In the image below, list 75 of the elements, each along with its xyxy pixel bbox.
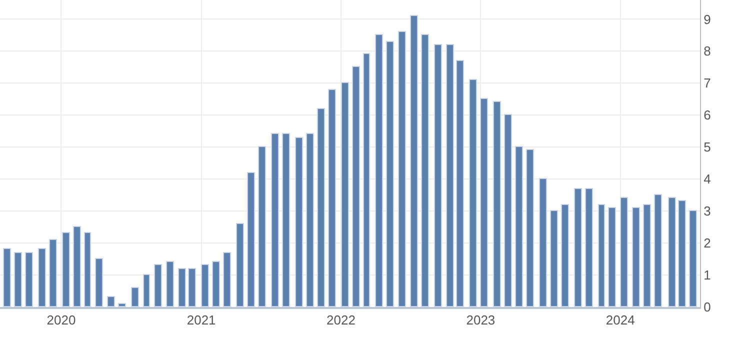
bar <box>446 44 454 307</box>
bar <box>386 41 394 307</box>
y-tick-label: 0 <box>704 300 711 315</box>
bar <box>118 303 126 307</box>
bar <box>504 114 512 307</box>
bar <box>585 188 593 307</box>
bar <box>188 268 196 307</box>
bar <box>480 98 488 307</box>
bar <box>434 44 442 307</box>
x-tick-label: 2023 <box>466 312 496 328</box>
bar <box>375 34 383 307</box>
bar <box>247 172 255 307</box>
bar <box>469 79 477 307</box>
bar <box>271 133 279 307</box>
bar <box>539 178 547 307</box>
bar <box>14 252 22 307</box>
bar <box>689 210 697 307</box>
bar <box>410 15 418 307</box>
y-tick-label: 7 <box>704 76 711 91</box>
bar <box>258 146 266 307</box>
bar <box>668 197 676 307</box>
bar <box>608 207 616 307</box>
bar <box>38 248 46 307</box>
bar <box>352 66 360 307</box>
bar <box>632 207 640 307</box>
bar <box>654 194 662 307</box>
bar <box>306 133 314 307</box>
bar <box>561 204 569 307</box>
bar <box>95 258 103 307</box>
bar <box>678 200 686 307</box>
bar <box>493 101 501 307</box>
y-tick-label: 9 <box>704 12 711 27</box>
x-tick-label: 2022 <box>326 312 356 328</box>
bar <box>295 137 303 307</box>
y-tick-label: 2 <box>704 236 711 251</box>
bar <box>398 31 406 307</box>
bar <box>550 210 558 307</box>
bar <box>25 252 33 307</box>
bar <box>317 108 325 307</box>
bar <box>49 239 57 307</box>
y-tick-label: 1 <box>704 268 711 283</box>
y-tick-label: 6 <box>704 108 711 123</box>
bar <box>526 149 534 307</box>
bar <box>143 274 150 307</box>
bar <box>456 60 464 307</box>
bar <box>62 232 70 307</box>
y-tick-label: 5 <box>704 140 711 155</box>
bar <box>643 204 651 307</box>
bar <box>131 287 139 307</box>
bar <box>363 53 370 307</box>
x-tick-label: 2021 <box>186 312 216 328</box>
bar <box>201 264 209 307</box>
bar <box>341 82 349 307</box>
y-tick-label: 3 <box>704 204 711 219</box>
x-tick-label: 2020 <box>46 312 76 328</box>
bar <box>620 197 628 307</box>
bar <box>107 296 115 307</box>
bar <box>166 261 174 307</box>
bar <box>212 261 220 307</box>
y-tick-label: 4 <box>704 172 711 187</box>
bar <box>282 133 290 307</box>
y-tick-label: 8 <box>704 44 711 59</box>
bar <box>3 248 11 307</box>
bar <box>574 188 582 307</box>
bar <box>515 146 523 307</box>
bar <box>178 268 186 307</box>
bar <box>328 89 336 307</box>
bar <box>421 34 429 307</box>
bar <box>598 204 605 307</box>
bar <box>154 264 162 307</box>
x-tick-label: 2024 <box>606 312 635 328</box>
bar <box>84 232 91 307</box>
bar <box>223 252 231 307</box>
bar <box>73 226 81 307</box>
bar <box>236 223 244 307</box>
